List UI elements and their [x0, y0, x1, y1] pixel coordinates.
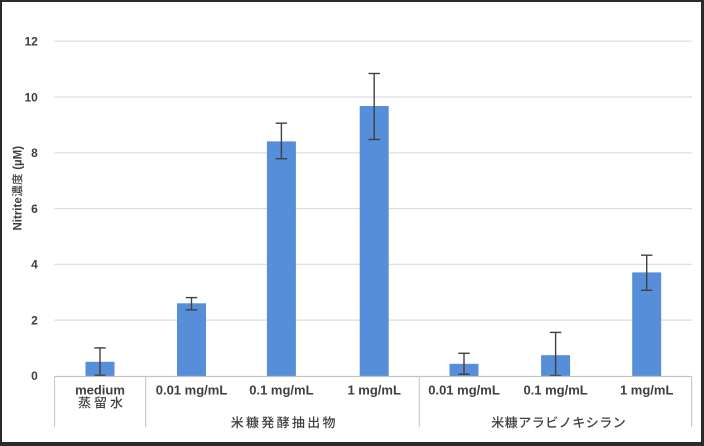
svg-text:0: 0 [31, 369, 38, 383]
svg-text:4: 4 [31, 258, 38, 272]
svg-text:0.01 mg/mL: 0.01 mg/mL [156, 382, 228, 397]
svg-text:(µM): (µM) [13, 146, 25, 173]
svg-text:0.01 mg/mL: 0.01 mg/mL [428, 382, 500, 397]
svg-text:12: 12 [24, 35, 38, 49]
svg-text:1 mg/mL: 1 mg/mL [620, 382, 674, 397]
svg-text:8: 8 [31, 146, 38, 160]
svg-text:6: 6 [31, 202, 38, 216]
svg-text:0.1 mg/mL: 0.1 mg/mL [249, 382, 313, 397]
svg-text:2: 2 [31, 313, 38, 327]
svg-text:Nitrite: Nitrite [13, 197, 25, 230]
svg-text:1 mg/mL: 1 mg/mL [347, 382, 401, 397]
svg-text:0.1 mg/mL: 0.1 mg/mL [523, 382, 587, 397]
svg-text:medium: medium [75, 382, 125, 397]
svg-text:10: 10 [24, 90, 38, 104]
